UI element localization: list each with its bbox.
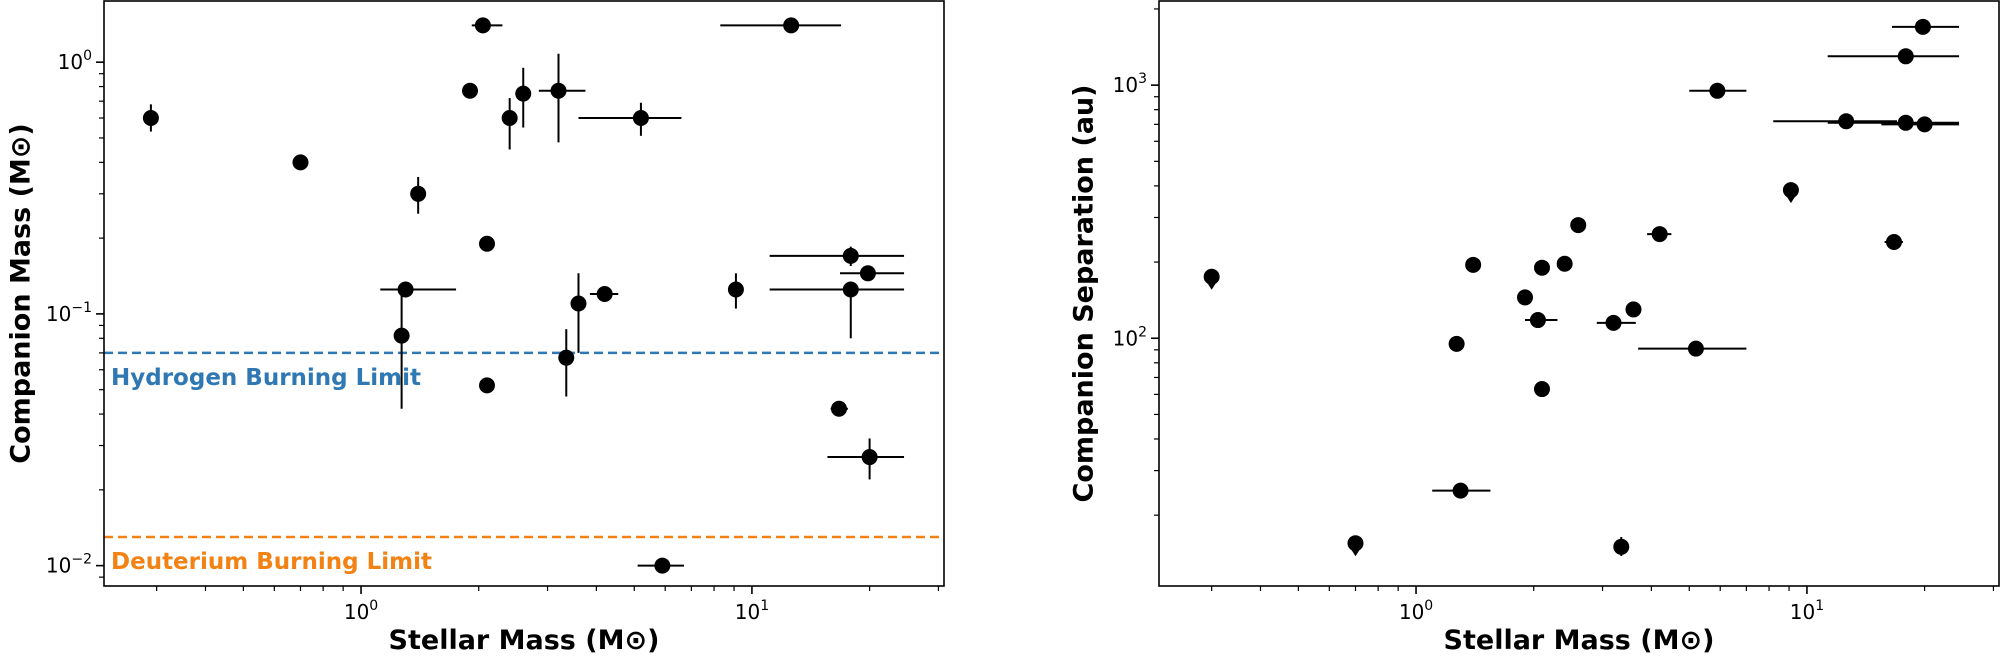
data-point <box>1529 312 1546 329</box>
y-tick-base: 10 <box>58 50 83 74</box>
data-point <box>1687 340 1704 357</box>
data-point <box>1625 301 1642 318</box>
data-point <box>1613 538 1630 555</box>
data-point <box>397 281 414 298</box>
data-point <box>558 349 575 366</box>
y-tick-base: 10 <box>46 302 71 326</box>
data-point <box>1570 217 1587 234</box>
data-point <box>570 295 587 312</box>
x-tick-label: 101 <box>735 598 769 624</box>
x-tick-base: 10 <box>344 600 369 624</box>
y-tick-exponent: −1 <box>71 300 92 316</box>
limit-label: Hydrogen Burning Limit <box>111 365 421 391</box>
data-point <box>478 235 495 252</box>
axes-frame <box>1158 0 2000 587</box>
data-point <box>1465 256 1482 273</box>
x-axis-label: Stellar Mass (M⊙) <box>389 625 660 656</box>
data-point <box>783 17 800 34</box>
data-point <box>292 154 309 171</box>
data-point <box>1556 255 1573 272</box>
x-axis-label: Stellar Mass (M⊙) <box>1444 625 1715 656</box>
data-point <box>1448 335 1465 352</box>
data-point <box>1838 113 1855 130</box>
x-tick-exponent: 0 <box>369 598 378 614</box>
data-point <box>1897 114 1914 131</box>
data-point <box>1347 535 1364 552</box>
data-point <box>1885 234 1902 251</box>
data-point <box>842 247 859 264</box>
x-tick-exponent: 1 <box>1815 598 1824 614</box>
y-tick-exponent: 2 <box>1138 324 1147 340</box>
data-point <box>462 82 479 99</box>
y-tick-label: 10−1 <box>46 300 92 326</box>
data-point <box>393 327 410 344</box>
y-tick-base: 10 <box>1113 73 1138 97</box>
axes-frame <box>103 0 945 587</box>
x-tick-exponent: 1 <box>760 598 769 614</box>
y-tick-exponent: 0 <box>83 48 92 64</box>
data-point <box>1916 116 1933 133</box>
data-point <box>478 377 495 394</box>
data-point <box>501 110 518 127</box>
data-point <box>1533 381 1550 398</box>
y-tick-exponent: −2 <box>71 552 92 568</box>
data-point <box>596 285 613 302</box>
data-point <box>842 281 859 298</box>
y-tick-base: 10 <box>46 554 71 578</box>
y-tick-label: 10−2 <box>46 552 92 578</box>
y-axis-label: Companion Mass (M⊙) <box>6 123 37 464</box>
data-point <box>632 110 649 127</box>
x-tick-label: 100 <box>1399 598 1433 624</box>
data-point <box>1605 314 1622 331</box>
limit-label: Deuterium Burning Limit <box>111 549 432 575</box>
data-point <box>654 557 671 574</box>
y-tick-label: 102 <box>1113 324 1147 350</box>
x-tick-base: 10 <box>735 600 760 624</box>
data-point <box>550 82 567 99</box>
data-point <box>1517 289 1534 306</box>
y-tick-label: 100 <box>58 48 92 74</box>
data-point <box>859 265 876 282</box>
data-point <box>1709 82 1726 99</box>
x-tick-base: 10 <box>1790 600 1815 624</box>
data-point <box>142 110 159 127</box>
x-tick-label: 101 <box>1790 598 1824 624</box>
data-point <box>861 449 878 466</box>
data-point <box>830 400 847 417</box>
data-point <box>1651 226 1668 243</box>
data-point <box>410 185 427 202</box>
data-point <box>1533 259 1550 276</box>
data-point <box>727 281 744 298</box>
x-tick-base: 10 <box>1399 600 1424 624</box>
data-point <box>1782 182 1799 199</box>
data-point <box>1897 48 1914 65</box>
data-point <box>1914 18 1931 35</box>
y-tick-exponent: 3 <box>1138 71 1147 87</box>
y-tick-label: 103 <box>1113 71 1147 97</box>
x-tick-exponent: 0 <box>1424 598 1433 614</box>
data-point <box>515 85 532 102</box>
y-tick-base: 10 <box>1113 326 1138 350</box>
x-tick-label: 100 <box>344 598 378 624</box>
data-point <box>474 17 491 34</box>
data-point <box>1452 482 1469 499</box>
y-axis-label: Companion Separation (au) <box>1069 85 1100 503</box>
data-point <box>1203 268 1220 285</box>
